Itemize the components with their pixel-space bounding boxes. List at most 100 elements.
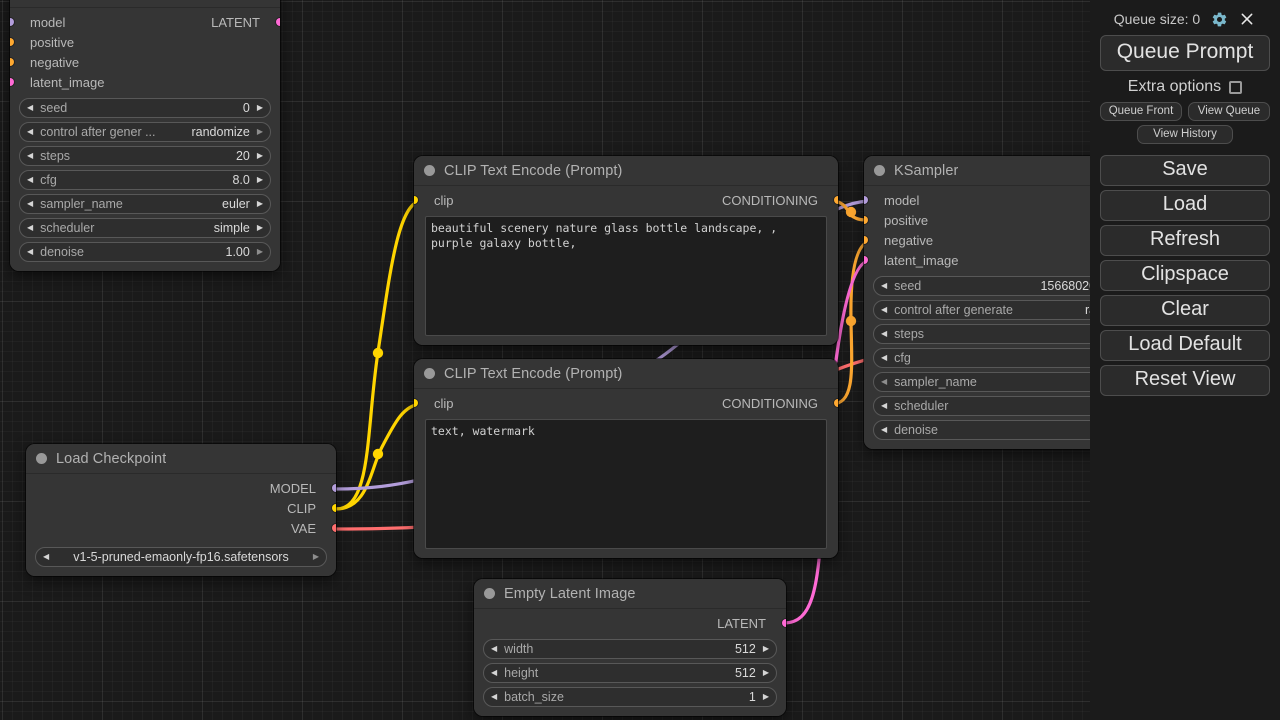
decrement-arrow-icon[interactable]: ◀ [27, 223, 34, 232]
increment-arrow-icon[interactable]: ▶ [256, 199, 263, 208]
increment-arrow-icon[interactable]: ▶ [256, 103, 263, 112]
increment-arrow-icon[interactable]: ▶ [762, 692, 769, 701]
input-dot-negative[interactable] [10, 58, 14, 66]
increment-arrow-icon[interactable]: ▶ [256, 223, 263, 232]
decrement-arrow-icon[interactable]: ◀ [881, 353, 888, 362]
load-button[interactable]: Load [1100, 190, 1270, 221]
widget-steps[interactable]: ◀ steps [873, 324, 1125, 344]
queue-front-button[interactable]: Queue Front [1100, 102, 1182, 121]
input-dot-clip[interactable] [414, 399, 418, 407]
load-default-button[interactable]: Load Default [1100, 330, 1270, 361]
widget-scheduler[interactable]: ◀ scheduler simple ▶ [19, 218, 271, 238]
widget-control-after-generate[interactable]: ◀ control after gener ... randomize ▶ [19, 122, 271, 142]
node-empty-latent-image[interactable]: Empty Latent Image LATENT ◀ width 512 ▶ … [474, 579, 786, 716]
slot-negative[interactable]: negative [10, 52, 280, 72]
slot-positive[interactable]: positive [864, 210, 1134, 230]
widget-seed[interactable]: ◀ seed 1566802087 [873, 276, 1125, 296]
collapse-dot-icon[interactable] [874, 165, 885, 176]
widget-scheduler[interactable]: ◀ scheduler [873, 396, 1125, 416]
view-queue-button[interactable]: View Queue [1188, 102, 1270, 121]
refresh-button[interactable]: Refresh [1100, 225, 1270, 256]
widget-denoise[interactable]: ◀ denoise 1.00 ▶ [19, 242, 271, 262]
increment-arrow-icon[interactable]: ▶ [312, 552, 319, 561]
decrement-arrow-icon[interactable]: ◀ [27, 247, 34, 256]
queue-prompt-button[interactable]: Queue Prompt [1100, 35, 1270, 71]
output-dot-clip[interactable] [332, 504, 336, 512]
widget-cfg[interactable]: ◀ cfg [873, 348, 1125, 368]
node-title-bar[interactable]: CLIP Text Encode (Prompt) [414, 359, 838, 389]
decrement-arrow-icon[interactable]: ◀ [27, 175, 34, 184]
widget-width[interactable]: ◀ width 512 ▶ [483, 639, 777, 659]
output-dot-vae[interactable] [332, 524, 336, 532]
slot-clip[interactable]: clip CONDITIONING [414, 393, 838, 413]
widget-cfg[interactable]: ◀ cfg 8.0 ▶ [19, 170, 271, 190]
widget-control-after-generate[interactable]: ◀ control after generate rand [873, 300, 1125, 320]
widget-seed[interactable]: ◀ seed 0 ▶ [19, 98, 271, 118]
node-ksampler-right[interactable]: KSampler model positive negative latent_… [864, 156, 1134, 449]
slot-latent-image[interactable]: latent_image [864, 250, 1134, 270]
decrement-arrow-icon[interactable]: ◀ [881, 329, 888, 338]
decrement-arrow-icon[interactable]: ◀ [881, 377, 888, 386]
node-clip-text-encode-negative[interactable]: CLIP Text Encode (Prompt) clip CONDITION… [414, 359, 838, 558]
decrement-arrow-icon[interactable]: ◀ [881, 401, 888, 410]
slot-model[interactable]: model [864, 190, 1134, 210]
slot-model[interactable]: model LATENT [10, 12, 280, 32]
output-dot-conditioning[interactable] [834, 196, 838, 204]
node-clip-text-encode-positive[interactable]: CLIP Text Encode (Prompt) clip CONDITION… [414, 156, 838, 345]
widget-ckpt-name[interactable]: ◀ v1-5-pruned-emaonly-fp16.safetensors ▶ [35, 547, 327, 567]
prompt-textarea[interactable]: beautiful scenery nature glass bottle la… [425, 216, 827, 336]
increment-arrow-icon[interactable]: ▶ [256, 247, 263, 256]
decrement-arrow-icon[interactable]: ◀ [27, 199, 34, 208]
decrement-arrow-icon[interactable]: ◀ [27, 151, 34, 160]
node-title-bar[interactable]: KSampler [864, 156, 1134, 186]
decrement-arrow-icon[interactable]: ◀ [491, 644, 498, 653]
output-dot-conditioning[interactable] [834, 399, 838, 407]
slot-negative[interactable]: negative [864, 230, 1134, 250]
slot-latent-image[interactable]: latent_image [10, 72, 280, 92]
output-dot-latent[interactable] [782, 619, 786, 627]
decrement-arrow-icon[interactable]: ◀ [881, 305, 888, 314]
increment-arrow-icon[interactable]: ▶ [762, 668, 769, 677]
widget-sampler-name[interactable]: ◀ sampler_name euler ▶ [19, 194, 271, 214]
node-load-checkpoint[interactable]: Load Checkpoint MODEL CLIP VAE ◀ v1-5-pr… [26, 444, 336, 576]
slot-vae-out[interactable]: VAE [26, 518, 336, 538]
collapse-dot-icon[interactable] [484, 588, 495, 599]
slot-clip[interactable]: clip CONDITIONING [414, 190, 838, 210]
input-dot-model[interactable] [10, 18, 14, 26]
decrement-arrow-icon[interactable]: ◀ [27, 103, 34, 112]
collapse-dot-icon[interactable] [36, 453, 47, 464]
slot-clip-out[interactable]: CLIP [26, 498, 336, 518]
close-icon[interactable] [1238, 10, 1256, 28]
clipspace-button[interactable]: Clipspace [1100, 260, 1270, 291]
decrement-arrow-icon[interactable]: ◀ [881, 425, 888, 434]
widget-steps[interactable]: ◀ steps 20 ▶ [19, 146, 271, 166]
decrement-arrow-icon[interactable]: ◀ [491, 668, 498, 677]
extra-options-checkbox[interactable] [1229, 80, 1243, 94]
decrement-arrow-icon[interactable]: ◀ [43, 552, 50, 561]
node-ksampler-top[interactable]: KSampler model LATENT positive negative … [10, 0, 280, 271]
increment-arrow-icon[interactable]: ▶ [762, 644, 769, 653]
slot-positive[interactable]: positive [10, 32, 280, 52]
collapse-dot-icon[interactable] [424, 165, 435, 176]
node-title-bar[interactable]: CLIP Text Encode (Prompt) [414, 156, 838, 186]
input-dot-latent-image[interactable] [10, 78, 14, 86]
widget-denoise[interactable]: ◀ denoise [873, 420, 1125, 440]
reset-view-button[interactable]: Reset View [1100, 365, 1270, 396]
input-dot-positive[interactable] [10, 38, 14, 46]
widget-batch-size[interactable]: ◀ batch_size 1 ▶ [483, 687, 777, 707]
slot-model-out[interactable]: MODEL [26, 478, 336, 498]
input-dot-positive[interactable] [864, 216, 868, 224]
decrement-arrow-icon[interactable]: ◀ [491, 692, 498, 701]
output-dot-latent[interactable] [276, 18, 280, 26]
input-dot-latent-image[interactable] [864, 256, 868, 264]
gear-icon[interactable] [1210, 10, 1228, 28]
input-dot-clip[interactable] [414, 196, 418, 204]
clear-button[interactable]: Clear [1100, 295, 1270, 326]
slot-latent-out[interactable]: LATENT [474, 613, 786, 633]
increment-arrow-icon[interactable]: ▶ [256, 151, 263, 160]
node-title-bar[interactable]: Load Checkpoint [26, 444, 336, 474]
view-history-button[interactable]: View History [1137, 125, 1233, 144]
increment-arrow-icon[interactable]: ▶ [256, 175, 263, 184]
collapse-dot-icon[interactable] [424, 368, 435, 379]
widget-sampler-name[interactable]: ◀ sampler_name [873, 372, 1125, 392]
